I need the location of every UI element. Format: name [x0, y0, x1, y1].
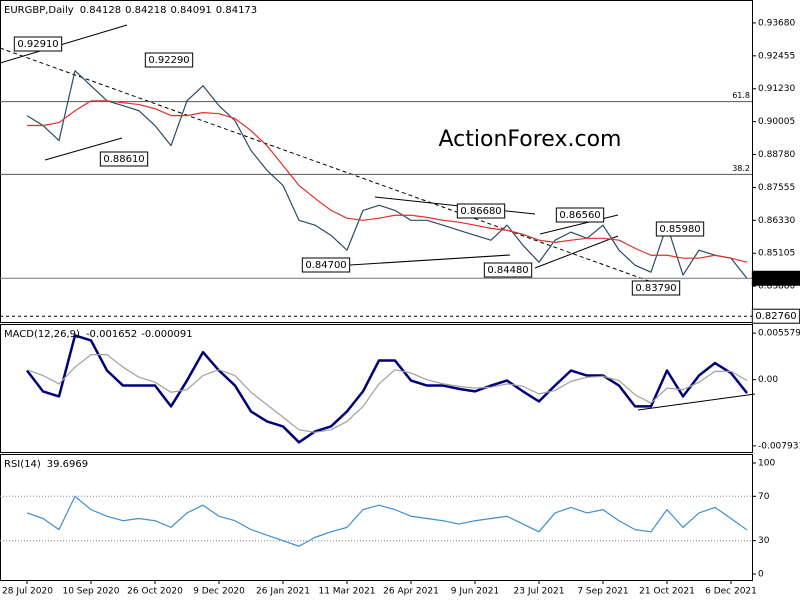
header-value: 0.84091 — [170, 5, 211, 16]
label-box: 0.84700 — [301, 257, 351, 273]
header-value: 0.84128 — [80, 5, 121, 16]
x-tick-label: 21 Oct 2021 — [639, 587, 695, 597]
label-box-bg — [301, 257, 351, 273]
price-frame — [0, 0, 753, 323]
label-box-bg — [555, 207, 605, 223]
x-tick-label: 9 Jun 2021 — [451, 587, 499, 597]
trend-line — [539, 214, 619, 235]
trend-line — [349, 254, 511, 266]
label-box-bg — [456, 203, 506, 219]
y-tick-label: 0.83880 — [758, 282, 795, 292]
fib-label: 61.8 — [732, 91, 750, 100]
header-value: 0.84173 — [216, 5, 257, 16]
panel-title: MACD(12,26,9) — [4, 329, 80, 340]
x-tick-label: 28 Jul 2020 — [2, 587, 53, 597]
x-tick-label: 26 Apr 2021 — [383, 587, 439, 597]
series-line — [27, 100, 748, 263]
header-value: -0.001652 — [86, 329, 137, 340]
header-value: -0.000091 — [141, 329, 192, 340]
label-box-text: 0.86560 — [559, 210, 600, 221]
y-tick-label: 30 — [758, 536, 770, 546]
label-box-text: 0.84700 — [305, 260, 346, 271]
panel-title: RSI(14) — [4, 459, 41, 470]
label-box-text: 0.84173 — [755, 273, 796, 284]
trend-line — [374, 196, 536, 215]
y-tick-label: 0.005579 — [758, 329, 800, 339]
label-box: 0.84173 — [751, 270, 800, 286]
label-box-text: 0.84480 — [487, 265, 528, 276]
label-box-text: 0.83790 — [635, 283, 676, 294]
series-line — [26, 70, 748, 279]
series-line — [26, 354, 748, 433]
x-tick-label: 26 Jan 2021 — [256, 587, 310, 597]
x-tick-label: 7 Sep 2021 — [577, 587, 628, 597]
y-tick-label: 0.86330 — [758, 216, 795, 226]
y-tick-label: 0.92455 — [758, 51, 795, 61]
y-tick-label: 0.90005 — [758, 117, 795, 127]
macd-frame — [0, 324, 753, 453]
y-tick-label: 0.93680 — [758, 18, 795, 28]
label-box: 0.85980 — [655, 221, 705, 237]
series-line — [26, 495, 748, 547]
header-value: 0.84218 — [125, 5, 166, 16]
trend-line — [0, 47, 661, 286]
fib-label: 38.2 — [732, 164, 750, 173]
trend-line — [44, 137, 123, 161]
label-box-bg — [144, 52, 194, 68]
panel-title: EURGBP,Daily — [4, 5, 74, 16]
label-box-bg — [655, 221, 705, 237]
label-box: 0.83790 — [631, 280, 681, 296]
label-box: 0.92290 — [144, 52, 194, 68]
x-tick-label: 26 Oct 2020 — [127, 587, 183, 597]
trend-line — [0, 24, 128, 64]
label-box-bg — [99, 151, 149, 167]
label-box-text: 0.86680 — [460, 206, 501, 217]
label-box-text: 0.92290 — [148, 55, 189, 66]
x-tick-label: 9 Dec 2020 — [193, 587, 245, 597]
label-box-text: 0.88610 — [103, 154, 144, 165]
trend-lines — [0, 24, 756, 411]
label-box: 0.86680 — [456, 203, 506, 219]
label-box-text: 0.82760 — [755, 311, 796, 322]
y-tick-label: 0.85105 — [758, 249, 795, 259]
y-tick-label: 0.00 — [758, 375, 778, 385]
x-tick-label: 23 Jul 2021 — [514, 587, 565, 597]
label-box-bg — [13, 36, 63, 52]
y-tick-label: 100 — [758, 458, 775, 468]
trend-line — [534, 235, 619, 269]
watermark: ActionForex.com — [439, 127, 622, 152]
y-tick-label: 70 — [758, 492, 770, 502]
label-box: 0.84480 — [483, 262, 533, 278]
y-tick-label: 0 — [758, 570, 764, 580]
y-tick-label: -0.007931 — [758, 441, 800, 451]
label-box-text: 0.92910 — [17, 39, 58, 50]
header-value: 39.6969 — [47, 459, 88, 470]
y-tick-label: 0.88780 — [758, 150, 795, 160]
label-box-bg — [631, 280, 681, 296]
trend-line — [637, 393, 756, 411]
x-tick-label: 6 Dec 2021 — [705, 587, 757, 597]
label-box: 0.86560 — [555, 207, 605, 223]
rsi-frame — [0, 454, 753, 581]
label-box-text: 0.85980 — [659, 224, 700, 235]
label-box: 0.82760 — [751, 308, 800, 324]
x-tick-label: 10 Sep 2020 — [62, 587, 119, 597]
label-box: 0.88610 — [99, 151, 149, 167]
series-line — [26, 334, 748, 444]
y-tick-label: 0.87555 — [758, 183, 795, 193]
label-box: 0.92910 — [13, 36, 63, 52]
label-box-bg — [483, 262, 533, 278]
x-tick-label: 11 Mar 2021 — [318, 587, 375, 597]
y-tick-label: 0.91230 — [758, 84, 795, 94]
